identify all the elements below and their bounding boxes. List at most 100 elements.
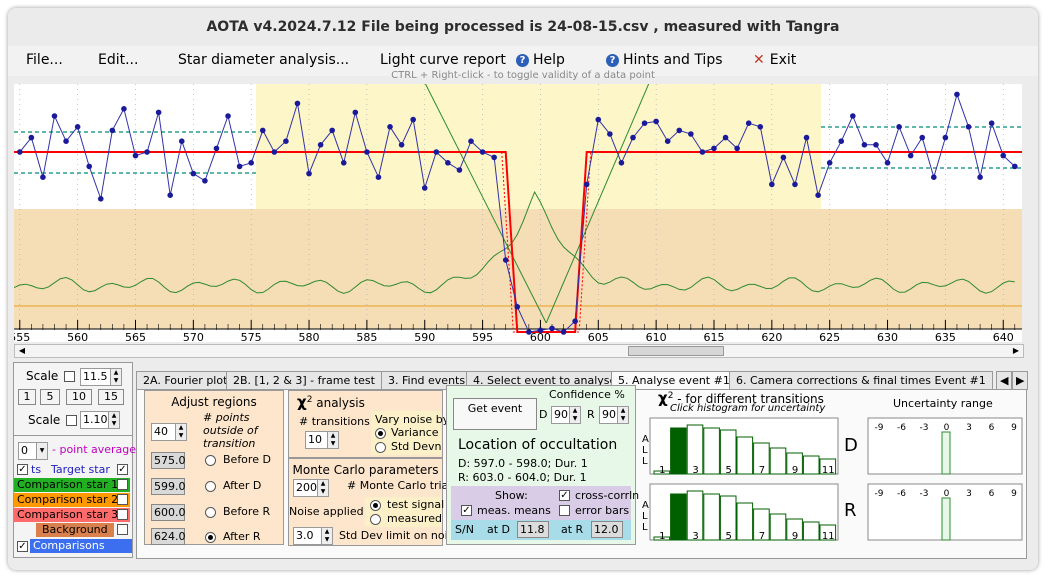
transitions-spinner[interactable]: 10 ▲ ▼ — [305, 431, 339, 449]
target-star-checkbox[interactable]: ✓ — [117, 464, 128, 475]
scale2-checkbox[interactable] — [66, 415, 77, 426]
data-point[interactable] — [155, 109, 162, 116]
data-point[interactable] — [988, 120, 995, 126]
histogram-bar[interactable] — [819, 524, 837, 541]
data-point[interactable] — [907, 152, 914, 159]
data-point[interactable] — [271, 149, 278, 155]
scroll-thumb[interactable] — [628, 346, 724, 356]
data-point[interactable] — [132, 152, 139, 159]
spinner-arrows-icon[interactable]: ▲ ▼ — [617, 407, 628, 423]
histogram-bar[interactable] — [703, 493, 720, 541]
data-point[interactable] — [861, 142, 868, 148]
spinner-arrows-icon[interactable]: ▲ ▼ — [110, 369, 121, 385]
data-point[interactable] — [618, 160, 625, 166]
data-point[interactable] — [722, 134, 729, 141]
data-point[interactable] — [445, 160, 451, 166]
menu-help[interactable]: ? Help — [516, 52, 565, 68]
data-point[interactable] — [676, 127, 683, 134]
histogram-bar[interactable] — [802, 455, 820, 475]
histogram-bar[interactable] — [686, 424, 704, 475]
test-signal-radio[interactable] — [370, 500, 381, 511]
ts-checkbox[interactable]: ✓ — [17, 464, 28, 475]
data-point[interactable] — [769, 181, 775, 188]
data-point[interactable] — [294, 100, 301, 107]
data-point[interactable] — [1012, 163, 1018, 170]
data-point[interactable] — [502, 257, 509, 263]
histogram-bar[interactable] — [736, 502, 754, 541]
data-point[interactable] — [688, 131, 694, 137]
tab-scroll-right-icon[interactable]: ▶ — [1012, 371, 1029, 390]
data-point[interactable] — [734, 145, 740, 152]
data-point[interactable] — [63, 138, 69, 144]
data-point[interactable] — [664, 138, 671, 144]
histogram-bar[interactable] — [786, 452, 803, 475]
data-point[interactable] — [479, 149, 486, 155]
data-point[interactable] — [410, 116, 416, 123]
tab-scroll-left-icon[interactable]: ◀ — [996, 371, 1013, 390]
spinner-arrows-icon[interactable]: ▲ ▼ — [175, 424, 186, 440]
data-point[interactable] — [329, 127, 335, 134]
scale-10-button[interactable]: 10 — [66, 389, 92, 405]
error-bars-checkbox[interactable] — [559, 505, 570, 516]
data-point[interactable] — [931, 174, 937, 180]
data-point[interactable] — [977, 174, 983, 180]
data-point[interactable] — [28, 134, 35, 141]
data-point[interactable] — [398, 142, 405, 148]
data-point[interactable] — [965, 124, 972, 130]
scale-1-button[interactable]: 1 — [18, 389, 36, 405]
data-point[interactable] — [259, 127, 266, 134]
menu-light-curve-report[interactable]: Light curve report — [380, 52, 506, 68]
data-point[interactable] — [364, 149, 370, 155]
data-point[interactable] — [745, 120, 752, 126]
data-point[interactable] — [144, 149, 150, 155]
mc-trials-spinner[interactable]: 200 ▲ ▼ — [293, 479, 329, 497]
menu-file[interactable]: File... — [26, 52, 63, 68]
stddev-radio[interactable] — [375, 442, 386, 453]
histogram-bar[interactable] — [769, 513, 787, 541]
scroll-right-icon[interactable]: ▶ — [1012, 346, 1020, 355]
menu-hints[interactable]: ? Hints and Tips — [606, 52, 723, 68]
comparison-star-3-checkbox[interactable] — [117, 509, 128, 520]
data-point[interactable] — [1000, 152, 1007, 159]
after-r-radio[interactable] — [205, 532, 216, 543]
data-point[interactable] — [40, 174, 46, 180]
data-point[interactable] — [491, 154, 497, 161]
scale-checkbox[interactable] — [64, 371, 75, 382]
data-point[interactable] — [757, 124, 764, 130]
data-point[interactable] — [317, 142, 324, 148]
histogram-bar[interactable] — [719, 495, 737, 541]
data-point[interactable] — [121, 106, 127, 112]
data-point[interactable] — [306, 170, 312, 177]
before-r-radio[interactable] — [205, 507, 216, 518]
histogram-bar[interactable] — [753, 508, 770, 541]
histogram-bar[interactable] — [802, 521, 820, 541]
data-point[interactable] — [190, 170, 197, 177]
menu-star-diameter[interactable]: Star diameter analysis... — [178, 52, 350, 68]
histogram-bar[interactable] — [736, 436, 754, 475]
comparisons-scaled-checkbox[interactable]: ✓ — [17, 541, 28, 552]
tab-fourier-plot[interactable]: 2A. Fourier plot — [136, 371, 235, 390]
points-outside-spinner[interactable]: 40 ▲ ▼ — [151, 423, 187, 441]
menu-edit[interactable]: Edit... — [98, 52, 139, 68]
scale2-spinner[interactable]: 1.10 ▲ ▼ — [80, 411, 120, 429]
data-point[interactable] — [653, 118, 659, 125]
after-d-radio[interactable] — [205, 481, 216, 492]
data-point[interactable] — [178, 138, 185, 144]
spinner-arrows-icon[interactable]: ▲ ▼ — [569, 407, 580, 423]
data-point[interactable] — [572, 318, 578, 324]
measured-radio[interactable] — [370, 514, 381, 525]
data-point[interactable] — [97, 196, 104, 202]
data-point[interactable] — [549, 325, 555, 332]
cross-corrln-checkbox[interactable]: ✓ — [559, 490, 570, 501]
data-point[interactable] — [942, 134, 949, 141]
data-point[interactable] — [780, 154, 787, 161]
histogram-bar[interactable] — [653, 536, 671, 541]
data-point[interactable] — [167, 192, 173, 198]
menu-exit[interactable]: ✕ Exit — [753, 52, 796, 68]
data-point[interactable] — [74, 124, 81, 130]
data-point[interactable] — [607, 131, 613, 137]
histogram-bar[interactable] — [670, 493, 687, 541]
histogram-bar[interactable] — [670, 427, 687, 475]
data-point[interactable] — [873, 142, 879, 148]
